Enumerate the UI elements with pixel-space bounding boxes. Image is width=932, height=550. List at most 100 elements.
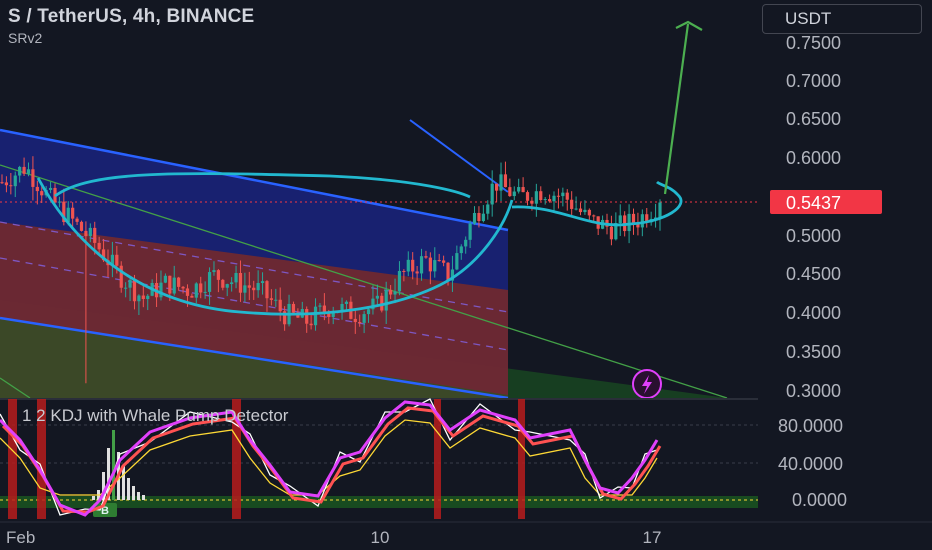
candle-body [552, 195, 556, 202]
currency-button[interactable]: USDT [762, 4, 922, 34]
oscillator-title[interactable]: 1 2 KDJ with Whale Pump Detector [22, 406, 289, 425]
time-label: 17 [643, 528, 662, 547]
candle-body [230, 282, 234, 285]
candle-body [397, 270, 402, 292]
candle-body [291, 303, 296, 313]
candle-body [375, 295, 379, 299]
candle-body [472, 212, 477, 224]
candle-body [278, 299, 282, 312]
candle-body [0, 182, 4, 184]
candle-body [442, 260, 446, 263]
candles-layer [0, 156, 662, 384]
candle-body [525, 192, 530, 201]
candle-body [609, 226, 614, 240]
candle-body [84, 230, 88, 237]
candle-body [71, 207, 75, 219]
price-tick: 0.7500 [786, 33, 841, 53]
whale-volume-bar [132, 486, 135, 500]
candle-body [163, 275, 167, 283]
candle-body [305, 309, 309, 324]
pump-signal-bars [8, 399, 525, 519]
candle-body [194, 283, 198, 298]
candle-body [141, 295, 145, 300]
candle-body [40, 191, 44, 196]
candle-body [574, 208, 578, 210]
candle-body [419, 256, 424, 274]
channel-lower-line [0, 316, 509, 400]
whale-zone-band [0, 496, 758, 508]
price-tick: 0.4500 [786, 264, 841, 284]
candle-body [318, 305, 322, 307]
candle-body [137, 295, 141, 302]
candle-body [4, 182, 9, 186]
candle-body [124, 287, 128, 289]
whale-volume-bar [127, 478, 130, 500]
candle-body [260, 281, 265, 284]
candle-body [543, 199, 547, 201]
candle-body [313, 306, 318, 326]
cup-handle-pattern [36, 172, 683, 316]
candle-body [521, 187, 525, 193]
indicator-label[interactable]: SRv2 [8, 30, 43, 46]
candle-body [283, 311, 287, 325]
channel-mid-line [0, 221, 509, 313]
lightning-bolt-icon[interactable] [632, 369, 662, 399]
candle-body [35, 186, 39, 192]
candle-body [561, 192, 565, 197]
candle-body [216, 270, 220, 280]
candle-body [415, 271, 419, 274]
candle-body [132, 279, 137, 302]
candle-body [110, 254, 115, 266]
candle-body [495, 183, 499, 191]
candle-body [512, 191, 516, 197]
candle-body [18, 166, 22, 176]
candle-body [9, 185, 13, 187]
candle-body [48, 187, 53, 190]
candle-body [177, 277, 181, 287]
price-tick: 0.6000 [786, 148, 841, 168]
candle-body [503, 174, 508, 188]
candle-body [486, 204, 490, 214]
symbol-title[interactable]: S / TetherUS, 4h, BINANCE [8, 6, 255, 27]
price-tick: 0.6500 [786, 109, 841, 129]
candle-body [411, 259, 415, 272]
whale-volume-bar [137, 492, 140, 500]
candle-body [547, 199, 552, 202]
candle-body [371, 298, 375, 310]
candle-body [583, 209, 587, 213]
oscillator-tick: 0.0000 [792, 490, 847, 510]
whale-volume-bar [92, 496, 95, 500]
whale-volume-bar [122, 465, 125, 500]
blue-resistance-line [409, 119, 509, 193]
candle-body [221, 279, 225, 288]
candle-body [265, 281, 269, 299]
candle-body [530, 200, 534, 204]
channel-midlow-line [0, 257, 509, 351]
candle-body [274, 299, 278, 301]
candle-body [517, 187, 521, 192]
candle-body [565, 192, 569, 200]
time-axis[interactable]: Feb 10 17 [0, 521, 932, 550]
whale-volume-bar [102, 472, 105, 500]
candle-body [464, 239, 468, 247]
candle-body [384, 289, 388, 311]
candle-body [225, 284, 229, 288]
candle-body [614, 223, 618, 240]
candle-body [618, 215, 622, 224]
candle-body [344, 301, 349, 304]
candle-body [556, 195, 561, 197]
price-axis[interactable]: 0.7500 0.7000 0.6500 0.6000 0.5000 0.450… [758, 0, 932, 550]
candle-body [93, 227, 97, 243]
whale-volume-bar [107, 448, 110, 500]
candle-body [366, 309, 371, 315]
candle-body [389, 289, 393, 295]
candle-body [658, 202, 662, 218]
whale-volume-bar [112, 430, 115, 500]
arrowhead-icon [675, 20, 703, 31]
candle-body [128, 279, 132, 288]
candle-body [459, 246, 463, 254]
candle-body [380, 295, 384, 311]
candle-body [437, 260, 441, 262]
cup-rim-curve [54, 172, 471, 199]
